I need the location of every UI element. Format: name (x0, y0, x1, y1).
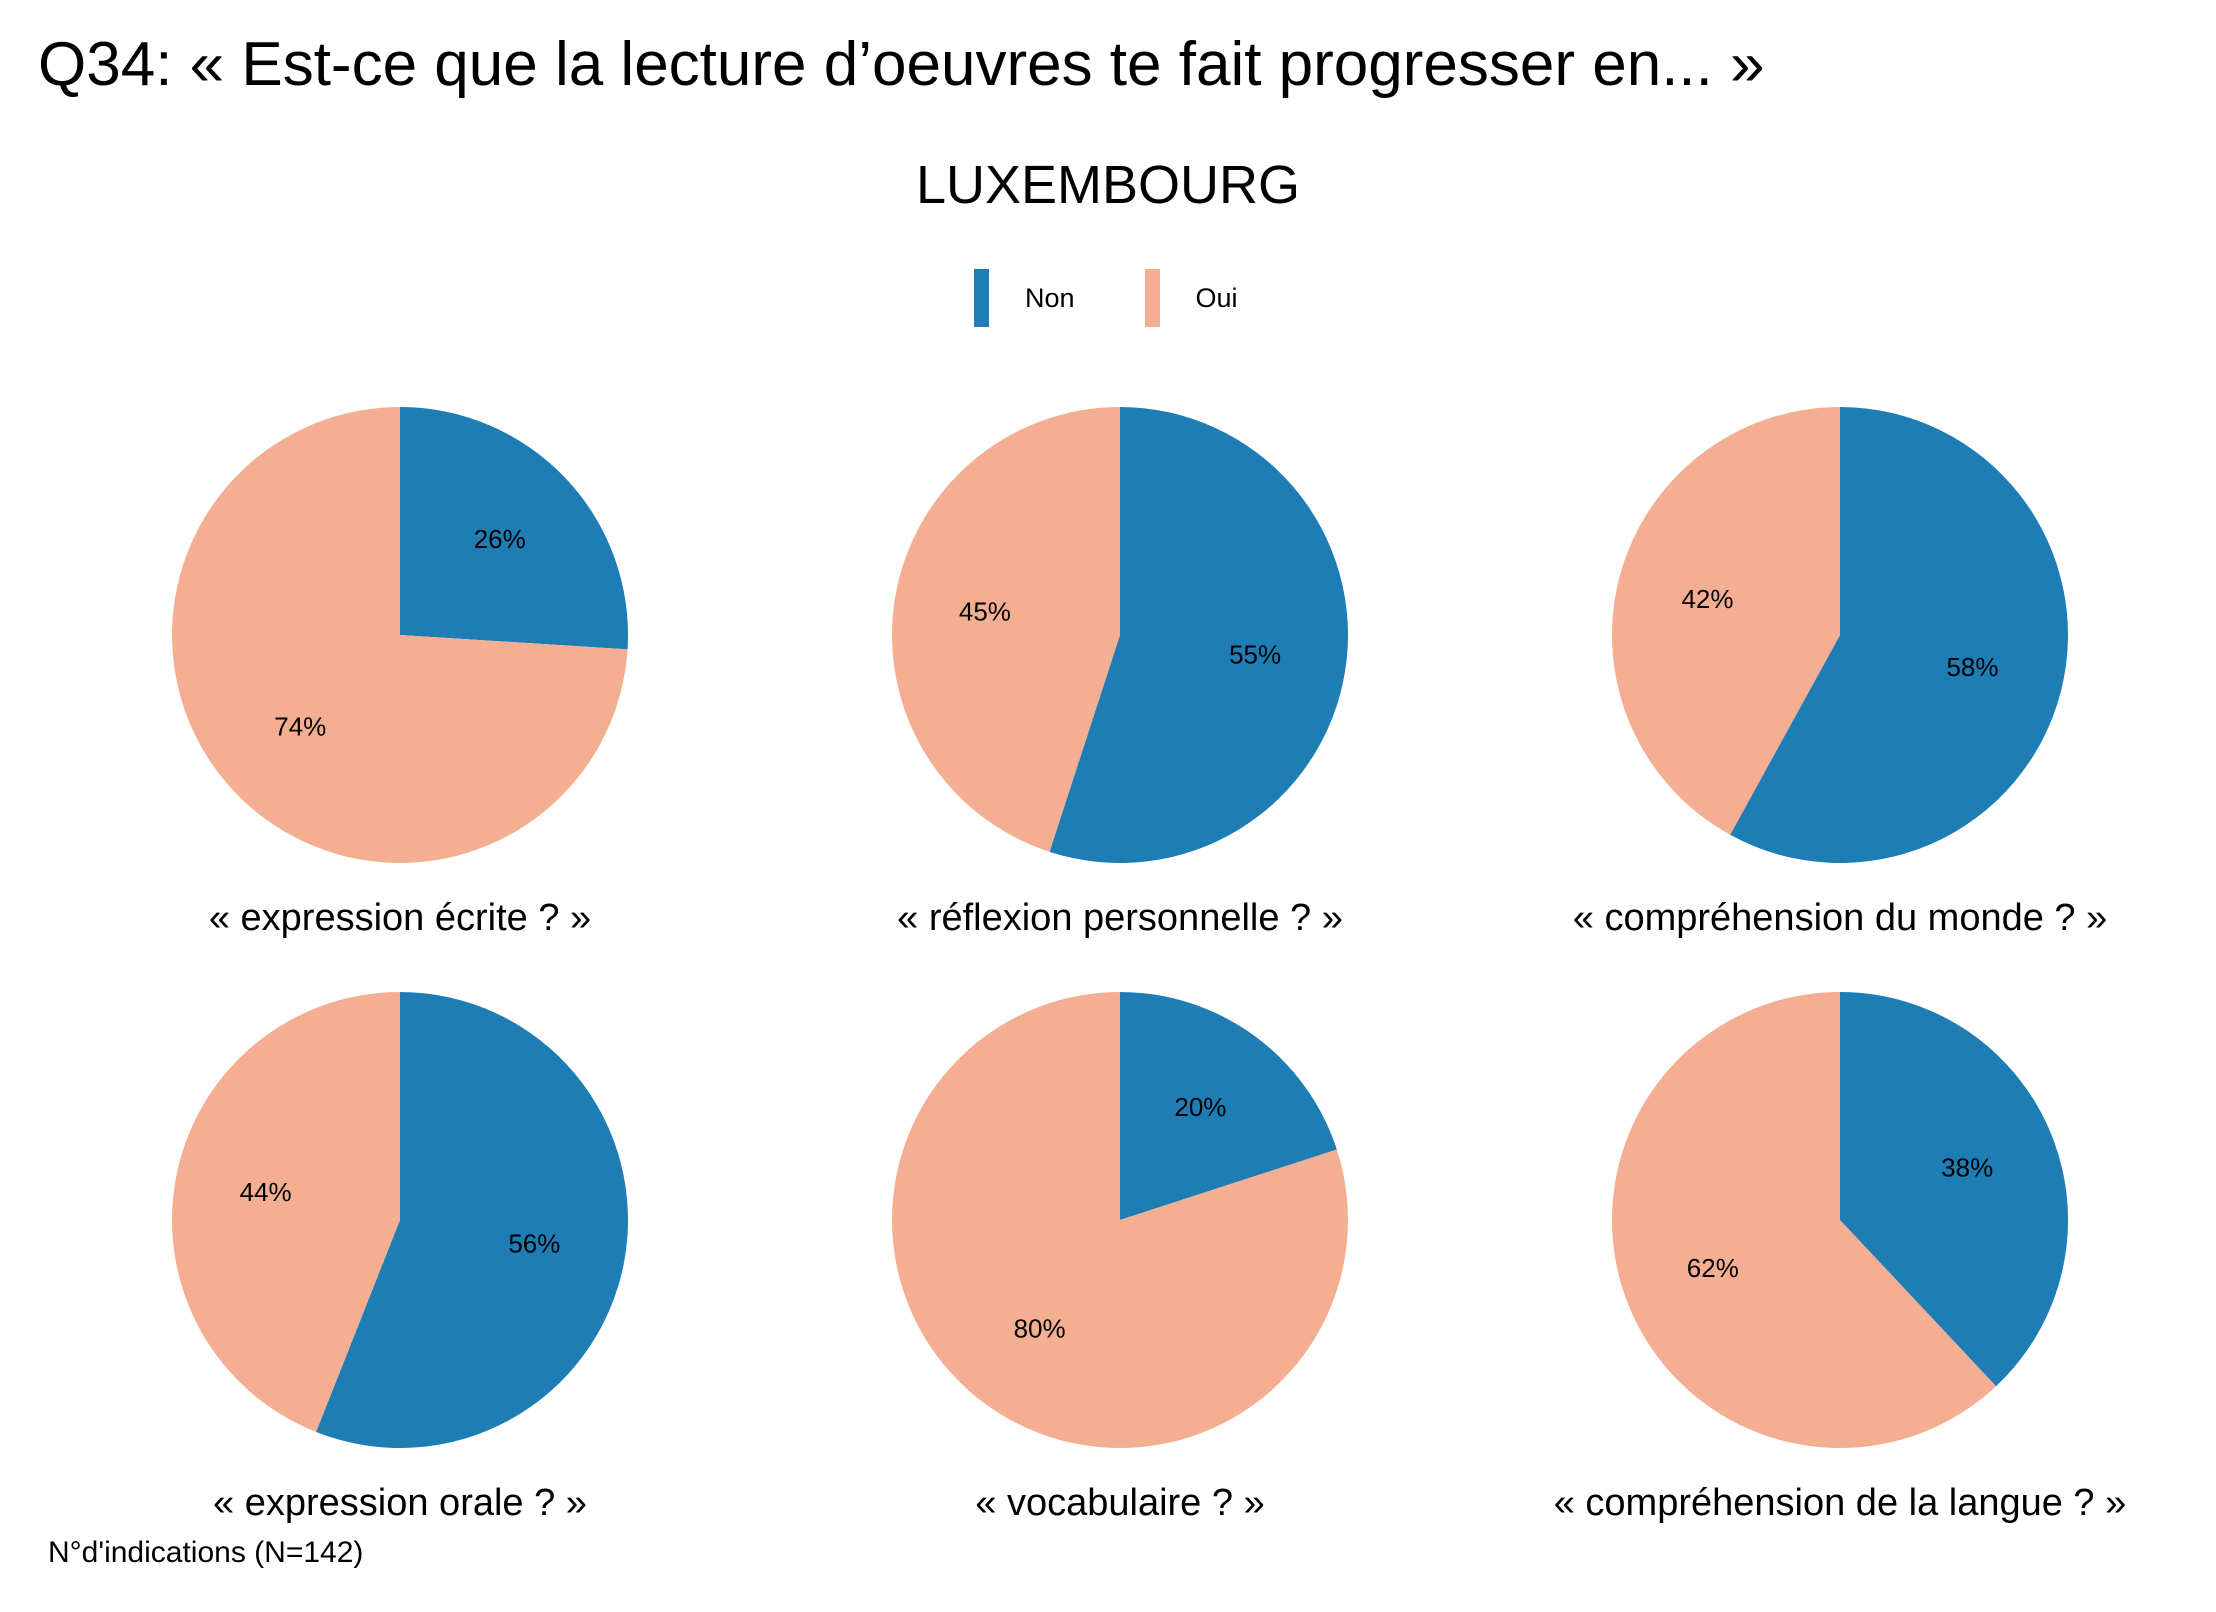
pie-slice-non (1120, 992, 1337, 1220)
pie-slice-oui (172, 407, 628, 864)
pie-slice-non (1840, 992, 2068, 1387)
pie-label-non: 26% (474, 524, 526, 554)
pie-chart-1: 26% 74% « expression écrite ? » (172, 407, 628, 939)
legend: Non Oui (974, 268, 1308, 328)
pie-slice-non (1049, 407, 1348, 863)
pie-chart-5: 20% 80% « vocabulaire ? » (892, 992, 1349, 1524)
pie-caption: « réflexion personnelle ? » (897, 897, 1343, 939)
pie-caption: « compréhension du monde ? » (1573, 897, 2107, 939)
legend-item-non: Non (974, 269, 1075, 327)
pie-label-oui: 74% (274, 712, 326, 742)
pie-slice-non (1730, 407, 2068, 864)
pie-label-oui: 45% (959, 596, 1011, 626)
pie-slice-oui (891, 407, 1120, 852)
legend-label-non: Non (1025, 282, 1075, 313)
legend-swatch-oui (1144, 269, 1160, 327)
pie-chart-2: 55% 45% « réflexion personnelle ? » (891, 407, 1348, 939)
pie-slice-non (400, 407, 628, 650)
pie-chart-4: 56% 44% « expression orale ? » (172, 992, 629, 1524)
pie-caption: « expression écrite ? » (209, 897, 591, 939)
pie-slice-oui (1611, 407, 1840, 835)
pie-slice-oui (1612, 992, 1997, 1448)
pie-label-non: 58% (1946, 652, 1998, 682)
footnote: N°d'indications (N=142) (48, 1536, 364, 1569)
legend-item-oui: Oui (1144, 269, 1238, 327)
pie-label-non: 55% (1229, 639, 1281, 669)
pie-label-oui: 80% (1014, 1314, 1066, 1344)
chart-subtitle: LUXEMBOURG (915, 155, 1301, 215)
pie-label-oui: 44% (240, 1177, 292, 1207)
pie-slice-non (316, 992, 629, 1448)
legend-swatch-non (974, 269, 989, 327)
pie-caption: « expression orale ? » (213, 1482, 587, 1524)
pie-label-oui: 42% (1681, 584, 1733, 614)
pie-slice-oui (892, 992, 1349, 1449)
pie-label-non: 56% (508, 1229, 560, 1259)
pie-label-oui: 62% (1687, 1253, 1739, 1283)
pie-chart-3: 58% 42% « compréhension du monde ? » (1573, 407, 2107, 939)
pie-caption: « vocabulaire ? » (975, 1482, 1264, 1524)
chart-title: Q34: « Est-ce que la lecture d’oeuvres t… (38, 30, 1765, 99)
pie-caption: « compréhension de la langue ? » (1554, 1482, 2127, 1524)
legend-label-oui: Oui (1195, 282, 1238, 313)
pie-slice-oui (172, 992, 400, 1432)
pie-chart-6: 38% 62% « compréhension de la langue ? » (1554, 992, 2127, 1524)
pie-label-non: 20% (1174, 1092, 1226, 1122)
pie-label-non: 38% (1941, 1153, 1993, 1183)
